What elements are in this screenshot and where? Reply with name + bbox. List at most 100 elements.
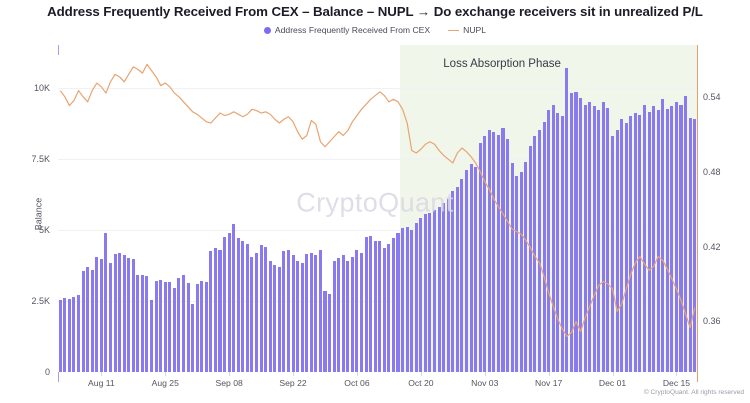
bar[interactable] bbox=[633, 113, 637, 372]
bar[interactable] bbox=[191, 303, 195, 372]
legend-item-balance[interactable]: Address Frequently Received From CEX bbox=[263, 25, 430, 35]
bar[interactable] bbox=[195, 283, 199, 372]
bar[interactable] bbox=[113, 254, 117, 372]
bar[interactable] bbox=[396, 232, 400, 372]
bar[interactable] bbox=[359, 252, 364, 372]
bar[interactable] bbox=[588, 101, 592, 372]
bar[interactable] bbox=[642, 104, 646, 372]
bar[interactable] bbox=[245, 243, 249, 372]
bar[interactable] bbox=[282, 251, 286, 372]
bar[interactable] bbox=[405, 227, 409, 372]
bar[interactable] bbox=[332, 261, 336, 372]
bar[interactable] bbox=[451, 191, 455, 372]
bar[interactable] bbox=[305, 254, 309, 372]
bar[interactable] bbox=[401, 228, 405, 372]
bar[interactable] bbox=[419, 218, 423, 372]
bar[interactable] bbox=[241, 241, 245, 372]
bar[interactable] bbox=[337, 258, 341, 372]
bar[interactable] bbox=[437, 207, 441, 372]
bar[interactable] bbox=[597, 110, 601, 372]
bar[interactable] bbox=[150, 300, 154, 372]
bar[interactable] bbox=[679, 104, 683, 372]
bar[interactable] bbox=[661, 99, 665, 372]
bar[interactable] bbox=[446, 198, 450, 372]
bar[interactable] bbox=[277, 266, 281, 372]
bar[interactable] bbox=[136, 274, 140, 372]
bar[interactable] bbox=[496, 134, 500, 372]
bar[interactable] bbox=[181, 274, 185, 372]
bar[interactable] bbox=[259, 244, 263, 372]
bar[interactable] bbox=[638, 114, 642, 372]
bar[interactable] bbox=[519, 171, 523, 372]
bar[interactable] bbox=[506, 138, 510, 372]
bar[interactable] bbox=[611, 136, 615, 372]
bar[interactable] bbox=[131, 258, 135, 372]
bar[interactable] bbox=[483, 136, 487, 372]
bar[interactable] bbox=[670, 106, 674, 372]
bar[interactable] bbox=[565, 67, 569, 372]
bar[interactable] bbox=[355, 249, 359, 372]
bar[interactable] bbox=[232, 224, 236, 372]
bar[interactable] bbox=[533, 136, 537, 372]
bar[interactable] bbox=[551, 104, 555, 372]
bar[interactable] bbox=[323, 290, 327, 372]
bar[interactable] bbox=[168, 282, 172, 372]
bar[interactable] bbox=[601, 101, 605, 372]
bar[interactable] bbox=[455, 187, 459, 372]
bar[interactable] bbox=[223, 236, 227, 372]
bar[interactable] bbox=[547, 110, 551, 372]
bar[interactable] bbox=[209, 251, 213, 372]
bar[interactable] bbox=[364, 236, 368, 372]
bar[interactable] bbox=[583, 104, 587, 372]
bar[interactable] bbox=[122, 255, 126, 372]
legend-item-nupl[interactable]: NUPL bbox=[448, 25, 486, 35]
bar[interactable] bbox=[291, 255, 295, 372]
bar[interactable] bbox=[58, 299, 62, 372]
bar[interactable] bbox=[647, 111, 651, 372]
bar[interactable] bbox=[296, 261, 300, 372]
bar[interactable] bbox=[99, 258, 103, 372]
bar[interactable] bbox=[63, 298, 67, 372]
bar[interactable] bbox=[615, 130, 619, 372]
bar[interactable] bbox=[350, 256, 354, 372]
bar[interactable] bbox=[127, 258, 131, 372]
bar[interactable] bbox=[300, 262, 304, 372]
bar[interactable] bbox=[442, 202, 446, 372]
bar[interactable] bbox=[624, 123, 628, 372]
bar[interactable] bbox=[76, 295, 81, 372]
bar[interactable] bbox=[218, 250, 222, 372]
bar[interactable] bbox=[501, 127, 505, 372]
bar[interactable] bbox=[204, 282, 208, 372]
bar[interactable] bbox=[86, 266, 90, 372]
bar[interactable] bbox=[428, 212, 432, 372]
bar[interactable] bbox=[140, 275, 144, 372]
bar[interactable] bbox=[556, 113, 560, 372]
bar[interactable] bbox=[250, 256, 254, 372]
bar[interactable] bbox=[569, 93, 573, 372]
bar[interactable] bbox=[487, 130, 491, 372]
bar[interactable] bbox=[423, 214, 427, 372]
bar[interactable] bbox=[674, 101, 678, 372]
bar[interactable] bbox=[665, 109, 669, 372]
bar[interactable] bbox=[227, 232, 231, 372]
bar[interactable] bbox=[515, 175, 519, 372]
bar[interactable] bbox=[200, 281, 204, 372]
bar[interactable] bbox=[478, 143, 482, 372]
bar[interactable] bbox=[318, 249, 322, 372]
bar[interactable] bbox=[145, 276, 149, 372]
bar[interactable] bbox=[592, 106, 596, 372]
bar[interactable] bbox=[273, 264, 277, 372]
bar[interactable] bbox=[693, 118, 697, 372]
bar[interactable] bbox=[656, 110, 660, 372]
bar[interactable] bbox=[620, 118, 624, 372]
bar[interactable] bbox=[382, 248, 386, 372]
bar[interactable] bbox=[95, 256, 99, 372]
bar[interactable] bbox=[90, 269, 94, 372]
bar[interactable] bbox=[474, 167, 478, 372]
bar[interactable] bbox=[108, 263, 112, 372]
bar[interactable] bbox=[328, 293, 332, 372]
bar[interactable] bbox=[341, 255, 345, 372]
bar[interactable] bbox=[629, 116, 633, 372]
bar[interactable] bbox=[460, 178, 464, 372]
bar[interactable] bbox=[118, 252, 122, 372]
